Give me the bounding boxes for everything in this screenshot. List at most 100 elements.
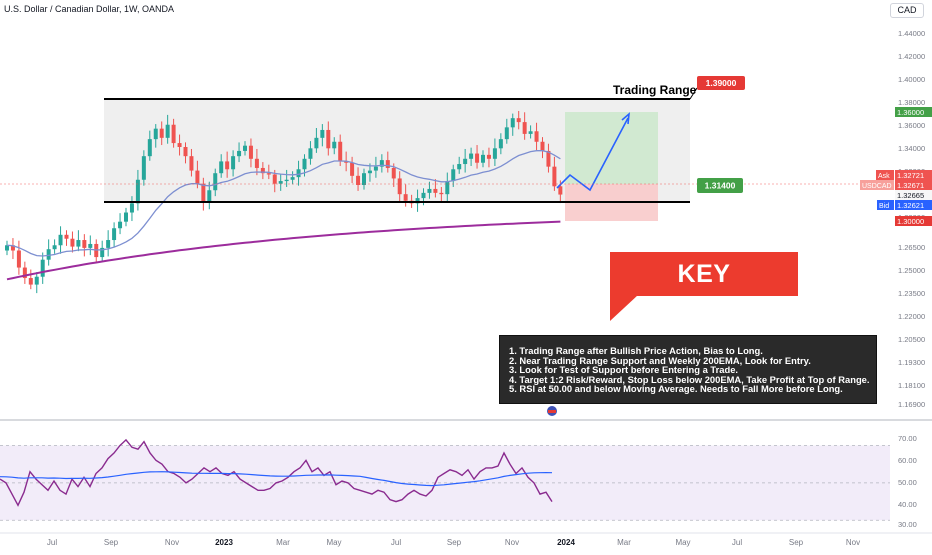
target-price-label-bg [895, 107, 932, 117]
candle-body [10, 245, 15, 251]
trading-range-label: Trading Range [613, 83, 697, 97]
ask-tag: Ask [878, 173, 890, 180]
x-tick-label: 2023 [215, 538, 233, 547]
candle-body [124, 212, 128, 222]
y-tick-label: 1.23500 [898, 289, 925, 298]
candle-body [362, 173, 366, 185]
candle-body [367, 170, 372, 174]
resistance-tag-bg [697, 76, 745, 90]
candle-body [510, 118, 515, 128]
y-tick-label: 1.36000 [898, 121, 925, 130]
candle-body [522, 122, 527, 134]
takeaways-box: 1. Trading Range after Bullish Price Act… [499, 335, 877, 404]
bid-tag-bg [877, 200, 894, 210]
candle-body [129, 203, 134, 213]
candle-body [350, 162, 355, 176]
candle-body [451, 169, 456, 182]
bid-tag: Bid [879, 203, 889, 210]
candle-body [486, 154, 491, 159]
projection-path [556, 117, 629, 192]
key-takeaways-banner: KEY TAKEAWAYS [610, 252, 798, 332]
candle-body [22, 267, 27, 279]
candle-body [213, 173, 218, 191]
current-price-label-bg [895, 190, 932, 200]
candle-body [534, 131, 539, 142]
x-tick-label: May [326, 538, 341, 547]
y-tick-label: 1.18100 [898, 381, 925, 390]
candle-body [34, 276, 39, 285]
us-flag-icon-stripes [548, 410, 556, 413]
candle-body [504, 127, 509, 140]
candle-body [332, 141, 337, 149]
candle-body [225, 161, 230, 170]
candle-body [153, 128, 158, 140]
candle-body [254, 158, 259, 168]
bid-price-label: 1.32621 [897, 201, 924, 210]
candle-body [278, 181, 283, 184]
y-tick-label: 1.38000 [898, 98, 925, 107]
candle-body [314, 137, 319, 149]
candle-body [552, 166, 557, 187]
candle-body [135, 179, 140, 204]
candle-body [290, 177, 295, 180]
candle-body [243, 145, 247, 151]
candle-body [308, 148, 313, 159]
candle-body [16, 250, 21, 268]
last-price-label: 1.32671 [897, 181, 924, 190]
candle-body [516, 118, 521, 123]
candle-body [177, 143, 182, 147]
stop-price-label-bg [895, 216, 932, 226]
bid-price-label-bg [895, 200, 932, 210]
candle-body [248, 145, 253, 159]
support-tag-bg [697, 178, 743, 193]
candle-body [70, 238, 75, 247]
y-tick-label: 1.19300 [898, 358, 925, 367]
y-tick-label: 1.42000 [898, 52, 925, 61]
rsi-tick-label: 50.00 [898, 478, 917, 487]
candle-body [237, 150, 242, 157]
candle-body [558, 186, 563, 195]
candle-body [46, 249, 51, 260]
resistance-tag: 1.39000 [706, 78, 737, 88]
x-tick-label: Jul [47, 538, 57, 547]
candle-body [338, 141, 343, 162]
candle-body [498, 139, 503, 149]
candle-body [284, 179, 289, 182]
candle-body [272, 174, 277, 184]
candle-body [415, 198, 420, 204]
candle-body [475, 153, 480, 163]
x-tick-label: Jul [391, 538, 401, 547]
rsi-tick-label: 60.00 [898, 456, 917, 465]
candle-body [189, 156, 194, 171]
ask-price-label: 1.32721 [897, 171, 924, 180]
x-tick-label: Nov [505, 538, 519, 547]
candle-body [112, 228, 117, 241]
x-tick-label: Mar [617, 538, 631, 547]
candle-body [492, 148, 497, 159]
candle-body [141, 156, 146, 180]
candle-body [219, 161, 224, 174]
candle-body [457, 164, 462, 170]
candle-body [433, 188, 438, 193]
candle-body [320, 129, 325, 138]
candle-body [326, 129, 331, 149]
candle-body [82, 240, 87, 248]
candle-body [100, 247, 105, 258]
resistance-connector [689, 87, 698, 100]
currency-button[interactable]: CAD [890, 3, 924, 18]
candle-body [147, 139, 152, 157]
candle-body [159, 128, 164, 138]
target-price-label: 1.36000 [897, 108, 924, 117]
y-tick-label: 1.22000 [898, 312, 925, 321]
last-price-label-bg [895, 180, 932, 190]
candle-body [397, 178, 402, 195]
candle-body [439, 192, 444, 195]
y-tick-label: 1.25000 [898, 266, 925, 275]
candle-body [266, 173, 271, 175]
x-tick-label: Nov [846, 538, 860, 547]
rsi-tick-label: 30.00 [898, 520, 917, 529]
support-tag: 1.31400 [705, 181, 736, 191]
x-tick-label: May [675, 538, 690, 547]
takeaway-item: 3. Look for Test of Support before Enter… [509, 364, 739, 376]
